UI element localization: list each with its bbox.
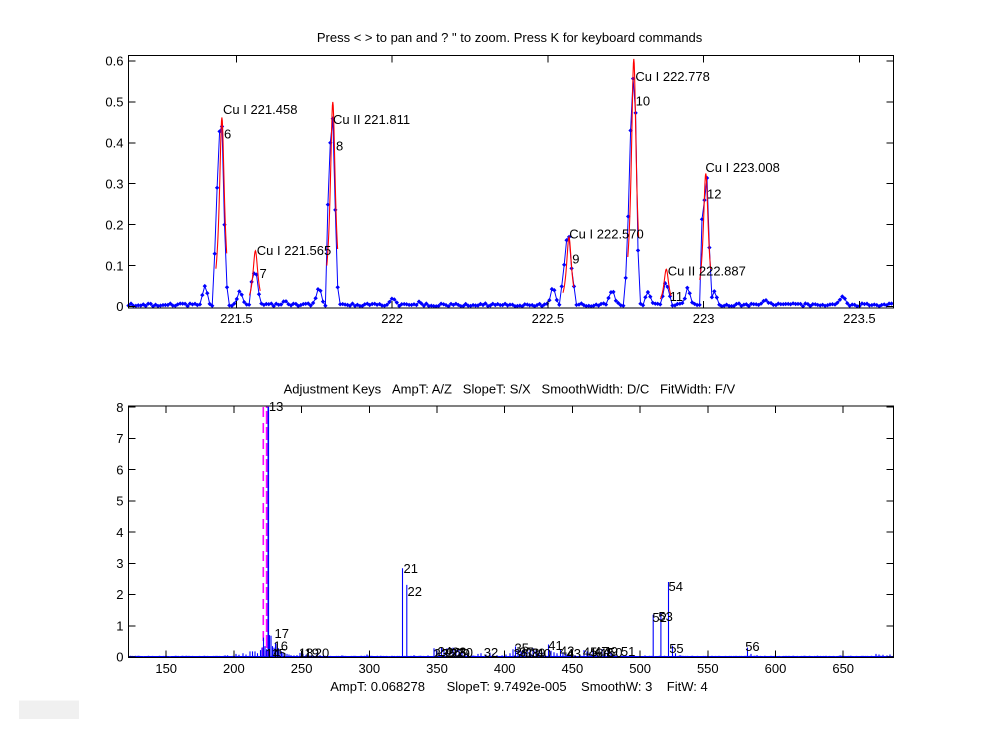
svg-text:0.6: 0.6 <box>105 54 123 69</box>
svg-text:13: 13 <box>269 399 283 414</box>
svg-text:200: 200 <box>223 661 245 676</box>
svg-text:17: 17 <box>275 626 289 641</box>
svg-text:9: 9 <box>572 251 579 266</box>
svg-text:AmpT: 0.068278 SlopeT: 9.: AmpT: 0.068278 SlopeT: 9.7492e-005 Smoot… <box>330 679 707 694</box>
svg-text:8: 8 <box>116 400 123 415</box>
svg-text:0.3: 0.3 <box>105 176 123 191</box>
svg-text:45: 45 <box>583 645 597 660</box>
svg-text:Press < > to pan and ? " to zo: Press < > to pan and ? " to zoom. Press … <box>317 30 703 45</box>
svg-text:52: 52 <box>652 610 666 625</box>
svg-text:46: 46 <box>589 646 603 661</box>
svg-text:400: 400 <box>494 661 516 676</box>
svg-text:22: 22 <box>408 584 422 599</box>
svg-text:2: 2 <box>116 587 123 602</box>
svg-text:0.4: 0.4 <box>105 136 123 151</box>
svg-text:350: 350 <box>426 661 448 676</box>
svg-text:Adjustment Keys AmpT: A/Z: Adjustment Keys AmpT: A/Z SlopeT: S/X Sm… <box>284 382 736 397</box>
svg-text:222.5: 222.5 <box>532 311 565 326</box>
svg-text:50: 50 <box>608 645 622 660</box>
svg-text:7: 7 <box>260 266 267 281</box>
svg-text:223: 223 <box>693 311 715 326</box>
svg-text:30: 30 <box>459 645 473 660</box>
svg-text:54: 54 <box>669 579 683 594</box>
svg-text:27: 27 <box>450 646 464 661</box>
svg-text:18: 18 <box>299 646 313 661</box>
svg-text:32: 32 <box>484 645 498 660</box>
svg-text:35: 35 <box>515 641 529 656</box>
svg-text:250: 250 <box>291 661 313 676</box>
svg-text:21: 21 <box>404 561 418 576</box>
svg-text:221.5: 221.5 <box>220 311 253 326</box>
svg-text:300: 300 <box>358 661 380 676</box>
svg-text:3: 3 <box>116 556 123 571</box>
svg-text:20: 20 <box>315 646 329 661</box>
svg-text:450: 450 <box>562 661 584 676</box>
svg-text:55: 55 <box>669 641 683 656</box>
svg-text:8: 8 <box>336 139 343 154</box>
svg-text:6: 6 <box>116 462 123 477</box>
svg-text:26: 26 <box>447 645 461 660</box>
svg-text:6: 6 <box>224 127 231 142</box>
svg-text:15: 15 <box>272 646 286 661</box>
svg-text:Cu II 221.811: Cu II 221.811 <box>333 112 410 127</box>
svg-text:12: 12 <box>707 187 721 202</box>
svg-text:0: 0 <box>116 650 123 665</box>
svg-text:14: 14 <box>266 646 280 661</box>
svg-text:42: 42 <box>560 644 574 659</box>
svg-text:48: 48 <box>599 646 613 661</box>
svg-text:16: 16 <box>274 639 288 654</box>
svg-text:24: 24 <box>438 644 452 659</box>
svg-text:19: 19 <box>305 646 319 661</box>
svg-text:49: 49 <box>604 644 618 659</box>
svg-text:Cu I 221.565: Cu I 221.565 <box>257 243 331 258</box>
svg-text:53: 53 <box>658 609 672 624</box>
svg-text:36: 36 <box>514 646 528 661</box>
svg-text:4: 4 <box>116 525 123 540</box>
svg-text:43: 43 <box>567 646 581 661</box>
svg-text:500: 500 <box>629 661 651 676</box>
svg-text:56: 56 <box>745 639 759 654</box>
svg-text:0.5: 0.5 <box>105 95 123 110</box>
svg-text:51: 51 <box>621 644 635 659</box>
svg-text:223.5: 223.5 <box>843 311 876 326</box>
svg-text:23: 23 <box>434 646 448 661</box>
svg-text:0.1: 0.1 <box>105 258 123 273</box>
svg-text:Cu I 222.778: Cu I 222.778 <box>635 69 709 84</box>
svg-text:0: 0 <box>116 299 123 314</box>
svg-text:39: 39 <box>531 646 545 661</box>
svg-text:1: 1 <box>116 619 123 634</box>
svg-text:Cu I 222.570: Cu I 222.570 <box>569 227 643 242</box>
svg-text:222: 222 <box>381 311 403 326</box>
svg-text:40: 40 <box>537 646 551 661</box>
svg-text:29: 29 <box>456 646 470 661</box>
svg-text:7: 7 <box>116 431 123 446</box>
svg-text:550: 550 <box>697 661 719 676</box>
svg-text:600: 600 <box>765 661 787 676</box>
svg-text:37: 37 <box>519 645 533 660</box>
svg-text:10: 10 <box>636 94 650 109</box>
svg-text:47: 47 <box>594 644 608 659</box>
svg-text:Cu I 221.458: Cu I 221.458 <box>223 102 297 117</box>
svg-text:5: 5 <box>116 494 123 509</box>
svg-text:150: 150 <box>155 661 177 676</box>
svg-text:41: 41 <box>548 638 562 653</box>
svg-text:11: 11 <box>670 289 684 304</box>
svg-text:38: 38 <box>525 646 539 661</box>
svg-text:25: 25 <box>442 646 456 661</box>
svg-text:Cu I 223.008: Cu I 223.008 <box>705 160 779 175</box>
svg-text:Cu II 222.887: Cu II 222.887 <box>668 264 746 279</box>
svg-text:650: 650 <box>832 661 854 676</box>
svg-text:28: 28 <box>452 645 466 660</box>
svg-text:0.2: 0.2 <box>105 217 123 232</box>
